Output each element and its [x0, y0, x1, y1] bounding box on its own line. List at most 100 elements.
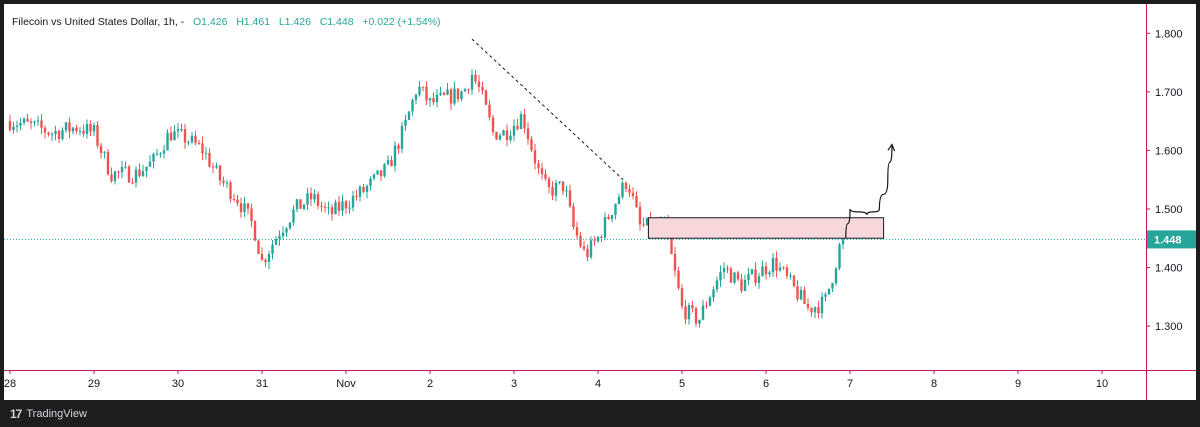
- candle-body: [530, 139, 533, 151]
- candle-body: [124, 166, 127, 168]
- candle-body: [64, 122, 68, 131]
- candle-body: [225, 182, 229, 184]
- candle-body: [467, 89, 470, 91]
- candle-body: [71, 127, 75, 132]
- candle-body: [687, 305, 691, 320]
- candle-body: [253, 221, 257, 241]
- candle-body: [190, 135, 194, 142]
- candle-body: [586, 248, 589, 258]
- candle-body: [645, 217, 649, 226]
- candle-body: [47, 132, 50, 135]
- candle-body: [831, 283, 834, 289]
- candle-body: [113, 171, 117, 182]
- tradingview-mark-icon: 17: [10, 407, 22, 421]
- x-tick-label: 29: [88, 378, 100, 390]
- candle-body: [533, 150, 537, 164]
- candle-body: [407, 111, 411, 120]
- candle-body: [607, 217, 610, 219]
- candle-body: [414, 94, 418, 100]
- candle-body: [278, 236, 281, 240]
- candle-body: [792, 275, 796, 287]
- candle-body: [36, 120, 40, 122]
- candle-body: [806, 304, 810, 308]
- candle-body: [715, 280, 719, 290]
- candle-body: [519, 114, 523, 129]
- candle-body: [110, 174, 113, 182]
- candle-body: [309, 193, 313, 200]
- candle-body: [635, 196, 638, 208]
- candle-body: [670, 236, 673, 254]
- candle-body: [372, 174, 376, 179]
- candle-body: [628, 188, 631, 193]
- candle-body: [638, 207, 642, 225]
- candle-body: [222, 180, 225, 183]
- candle-body: [411, 99, 414, 112]
- candle-body: [288, 222, 292, 229]
- candle-body: [575, 227, 579, 236]
- candle-body: [85, 124, 89, 134]
- candle-body: [159, 153, 162, 155]
- chart-panel[interactable]: 1.448 1.800 1.700 1.600 1.500 1.400 1.300 28 29…: [4, 4, 1196, 400]
- candle-body: [292, 209, 295, 223]
- candle-body: [726, 268, 729, 270]
- candle-body: [824, 294, 827, 297]
- candle-body: [509, 135, 512, 141]
- candle-body: [162, 150, 166, 154]
- candle-body: [421, 86, 425, 88]
- candle-body: [15, 125, 19, 128]
- y-tick-label: 1.800: [1155, 28, 1183, 40]
- legend-separator: -: [180, 16, 185, 28]
- candle-body: [460, 91, 463, 100]
- x-tick-label: 30: [172, 378, 184, 390]
- candle-body: [544, 174, 547, 179]
- candle-body: [57, 131, 61, 139]
- candle-body: [327, 207, 330, 209]
- candle-body: [442, 92, 446, 95]
- candle-body: [383, 164, 386, 177]
- candle-body: [838, 244, 841, 269]
- candle-body: [803, 290, 806, 305]
- candle-body: [610, 215, 614, 219]
- candle-body: [684, 306, 687, 320]
- candle-body: [400, 125, 404, 149]
- candle-body: [306, 193, 309, 205]
- candle-body: [582, 246, 586, 249]
- supply-demand-zone: [647, 217, 885, 239]
- candle-body: [393, 145, 397, 167]
- candle-body: [439, 92, 442, 95]
- candle-body: [491, 117, 495, 133]
- candle-body: [705, 305, 708, 307]
- legend-symbol: Filecoin vs United States Dollar: [12, 16, 158, 28]
- candle-body: [435, 94, 439, 103]
- candle-body: [841, 239, 845, 245]
- candle-body: [810, 307, 813, 313]
- tradingview-logo[interactable]: 17 TradingView: [10, 407, 87, 421]
- candle-body: [29, 121, 33, 123]
- candle-body: [344, 201, 348, 209]
- x-tick-label: 9: [1015, 378, 1021, 390]
- candle-body: [323, 206, 327, 208]
- candle-body: [614, 203, 617, 216]
- candle-body: [484, 90, 488, 105]
- candle-body: [446, 89, 449, 95]
- candle-body: [733, 272, 736, 283]
- candle-body: [341, 201, 344, 211]
- candle-body: [358, 186, 362, 197]
- candle-body: [145, 166, 148, 172]
- candles: [8, 69, 845, 328]
- x-tick-label: 4: [595, 378, 601, 390]
- candle-body: [103, 151, 106, 153]
- candle-body: [75, 127, 78, 131]
- candle-body: [481, 86, 484, 91]
- candle-body: [78, 130, 82, 132]
- candle-body: [561, 181, 565, 192]
- candle-body: [677, 270, 680, 289]
- candle-body: [131, 182, 134, 184]
- candle-body: [691, 305, 694, 309]
- x-tick-label: 31: [256, 378, 268, 390]
- candle-body: [243, 203, 246, 213]
- candle-body: [61, 130, 64, 139]
- candle-body: [148, 161, 152, 167]
- candle-body: [488, 104, 491, 118]
